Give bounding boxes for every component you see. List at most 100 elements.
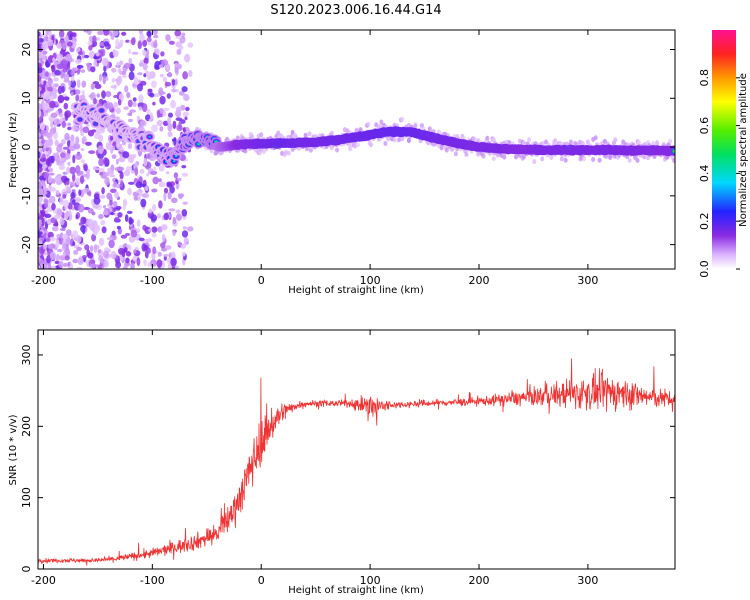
spectrogram-cell <box>94 122 97 125</box>
spectrogram-cell <box>168 40 175 45</box>
spectrogram-cell <box>85 123 90 128</box>
spectrogram-cell <box>180 104 186 111</box>
spectrogram-cell <box>51 202 56 211</box>
spectrogram-cell <box>76 79 81 88</box>
spectrogram-cell <box>41 262 47 269</box>
spectrogram-cell <box>627 157 632 163</box>
spectrogram-cell <box>101 187 105 195</box>
spectrogram-cell <box>47 41 54 47</box>
spectrogram-cell <box>137 40 142 49</box>
spectrogram-x-label: Height of straight line (km) <box>288 285 424 296</box>
spectrogram-cell <box>84 54 90 59</box>
spectrogram-cell <box>48 32 53 36</box>
spectrogram-cell <box>38 37 41 42</box>
y-tick-label: -20 <box>20 236 33 254</box>
spectrogram-cell <box>46 80 53 87</box>
spectrogram-cell <box>181 32 186 37</box>
spectrogram-cell <box>167 191 172 200</box>
spectrogram-cell <box>491 156 496 162</box>
spectrogram-cell <box>113 94 119 99</box>
spectrogram-cell <box>290 130 295 135</box>
spectrogram-cell <box>406 138 411 143</box>
spectrogram-cell <box>44 150 49 156</box>
spectrogram-cell <box>114 216 120 222</box>
spectrogram-cell <box>163 253 170 257</box>
spectrogram-cell <box>133 249 137 254</box>
spectrogram-cell <box>59 30 65 39</box>
spectrogram-cell <box>54 69 61 76</box>
spectrogram-cell <box>103 205 106 209</box>
spectrogram-cell <box>98 134 104 143</box>
spectrogram-cell <box>78 51 83 56</box>
spectrogram-cell <box>329 130 334 136</box>
spectrogram-cell <box>79 175 85 185</box>
spectrogram-frame <box>37 29 676 270</box>
spectrogram-cell <box>74 59 82 64</box>
spectrogram-cell <box>93 244 98 253</box>
spectrogram-cell <box>48 195 56 204</box>
spectrogram-cell <box>158 91 166 95</box>
spectrogram-cell <box>158 164 165 172</box>
spectrogram-cell <box>58 112 64 118</box>
spectrogram-cell <box>41 138 45 145</box>
spectrogram-cell <box>167 71 172 78</box>
spectrogram-cell <box>81 136 87 145</box>
spectrogram-cell <box>379 119 384 125</box>
spectrogram-cell <box>174 78 178 86</box>
spectrogram-cell <box>153 34 159 39</box>
spectrogram-cell <box>56 208 63 217</box>
spectrogram-cell <box>38 52 43 59</box>
spectrogram-cell <box>49 236 56 242</box>
spectrogram-cell <box>464 151 469 157</box>
spectrogram-cell <box>111 67 117 73</box>
spectrogram-cell <box>75 152 83 160</box>
spectrogram-cell <box>144 159 148 164</box>
spectrogram-cell <box>187 42 194 48</box>
spectrogram-cell <box>472 136 477 142</box>
spectrogram-cell <box>83 164 88 172</box>
spectrogram-cell <box>78 222 83 226</box>
spectrogram-cell <box>150 258 157 267</box>
spectrogram-cell <box>151 232 157 238</box>
spectrogram-cell <box>50 251 56 261</box>
spectrogram-cell <box>103 210 109 216</box>
spectrogram-cell <box>549 155 554 160</box>
spectrogram-cell <box>69 79 77 88</box>
spectrogram-cell <box>135 78 139 86</box>
spectrogram-cell <box>54 175 62 184</box>
spectrogram-cell <box>170 99 177 109</box>
spectrogram-cell <box>167 122 173 132</box>
spectrogram-cell <box>109 31 113 37</box>
spectrogram-cell <box>78 170 84 175</box>
spectrogram-cell <box>169 185 175 194</box>
spectrogram-cell <box>105 76 109 81</box>
spectrogram-cell <box>144 249 149 259</box>
spectrogram-cell <box>58 157 65 162</box>
spectrogram-cell <box>97 153 104 159</box>
spectrogram-cell <box>58 165 66 170</box>
spectrogram-cell <box>121 250 126 258</box>
spectrogram-cell <box>72 32 77 38</box>
spectrogram-cell <box>56 53 64 62</box>
spectrogram-cell <box>41 218 45 227</box>
spectrogram-cell <box>559 156 564 162</box>
spectrogram-cell <box>49 91 54 95</box>
spectrogram-cell <box>171 88 177 93</box>
spectrogram-cell <box>69 166 77 175</box>
spectrogram-cell <box>60 59 68 69</box>
spectrogram-cell <box>582 156 586 162</box>
spectrogram-cell <box>85 141 92 146</box>
spectrogram-cell <box>132 97 137 102</box>
spectrogram-cell <box>111 77 116 83</box>
spectrogram-cell <box>81 80 87 88</box>
spectrogram-cell <box>119 60 124 66</box>
spectrogram-cell <box>57 95 65 103</box>
figure-title: S120.2023.006.16.44.G14 <box>270 3 441 18</box>
spectrogram-cell <box>128 235 136 243</box>
spectrogram-cell <box>95 52 100 57</box>
spectrogram-cell <box>64 110 72 118</box>
spectrogram-cell <box>50 155 55 164</box>
spectrogram-cell <box>166 182 173 188</box>
spectrogram-cell <box>138 106 142 111</box>
